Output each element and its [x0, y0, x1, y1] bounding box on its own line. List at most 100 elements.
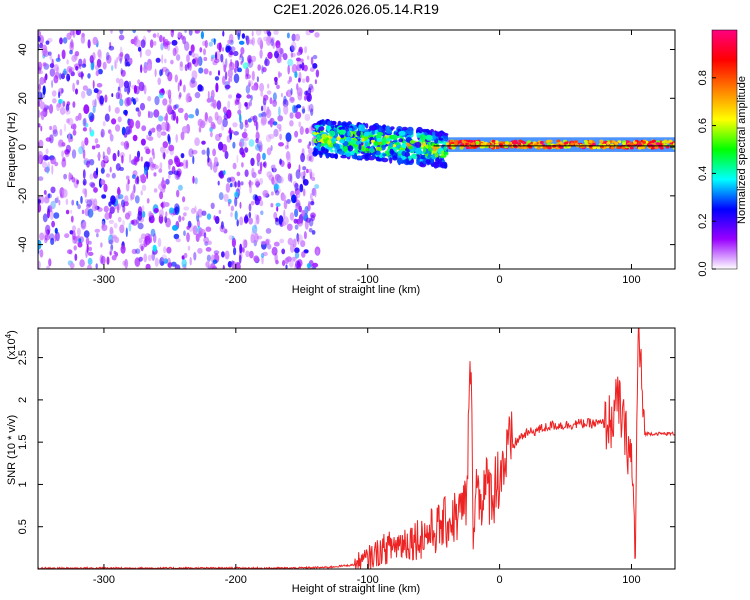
- spectrogram-cell: [327, 121, 332, 126]
- spectrogram-cell: [278, 142, 284, 147]
- spectrogram-cell: [310, 201, 315, 206]
- spectrogram-cell: [42, 53, 46, 59]
- spectrogram-cell: [139, 243, 145, 250]
- spectrogram-cell: [622, 142, 626, 146]
- spectrogram-y-tick-label: 20: [17, 92, 29, 104]
- spectrogram-cell: [291, 33, 296, 42]
- spectrogram-cell: [260, 118, 267, 127]
- spectrogram-cell: [249, 186, 253, 194]
- spectrogram-cell: [401, 126, 408, 131]
- spectrogram-cell: [245, 66, 250, 77]
- spectrogram-cell: [224, 84, 231, 90]
- spectrogram-cell: [330, 149, 334, 153]
- spectrogram-cell: [234, 181, 237, 188]
- spectrogram-cell: [270, 145, 273, 151]
- spectrogram-cell: [140, 64, 143, 73]
- spectrogram-cell: [175, 238, 181, 243]
- spectrogram-cell: [90, 182, 96, 189]
- spectrogram-cell: [294, 182, 299, 188]
- spectrogram-cell: [309, 192, 313, 201]
- spectrogram-cell: [196, 211, 200, 216]
- spectrogram-cell: [228, 94, 233, 99]
- spectrogram-cell: [250, 181, 253, 188]
- spectrogram-cell: [294, 203, 300, 210]
- spectrogram-cell: [435, 157, 440, 164]
- spectrogram-cell: [212, 259, 218, 265]
- spectrogram-cell: [51, 80, 54, 88]
- spectrogram-cell: [287, 58, 294, 67]
- spectrogram-cell: [97, 153, 101, 159]
- spectrogram-cell: [262, 251, 268, 257]
- spectrogram-cell: [84, 188, 88, 198]
- spectrogram-cell: [125, 182, 130, 192]
- spectrogram-cell: [213, 58, 220, 64]
- spectrogram-cell: [159, 162, 163, 169]
- spectrogram-cell: [511, 141, 516, 145]
- spectrogram-cell: [161, 54, 164, 64]
- spectrogram-cell: [248, 211, 252, 219]
- spectrogram-cell: [192, 175, 195, 184]
- spectrogram-cell: [236, 171, 241, 177]
- spectrogram-cell: [49, 233, 55, 241]
- spectrogram-cell: [655, 142, 660, 146]
- spectrogram-cell: [71, 149, 77, 159]
- spectrogram-cell: [118, 53, 123, 62]
- spectrogram-cell: [135, 120, 141, 129]
- spectrogram-cell: [292, 238, 297, 248]
- spectrogram-cell: [277, 115, 284, 122]
- colorbar-tick-label: 0.0: [697, 261, 709, 276]
- spectrogram-cell: [556, 139, 561, 143]
- spectrogram-cell: [212, 60, 218, 66]
- spectrogram-cell: [105, 51, 110, 61]
- spectrogram-cell: [356, 130, 361, 137]
- spectrogram-cell: [361, 138, 365, 142]
- spectrogram-cell: [87, 208, 94, 218]
- spectrogram-cell: [49, 54, 53, 61]
- spectrogram-cell: [188, 50, 193, 56]
- spectrogram-cell: [54, 233, 57, 242]
- spectrogram-cell: [78, 238, 82, 243]
- spectrogram-cell: [278, 57, 283, 64]
- spectrogram-cell: [165, 68, 170, 77]
- spectrogram-cell: [125, 126, 131, 135]
- spectrogram-cell: [53, 64, 59, 72]
- spectrogram-cell: [62, 100, 66, 107]
- spectrogram-cell: [79, 259, 85, 268]
- spectrogram-cell: [155, 57, 161, 63]
- spectrogram-cell: [179, 64, 184, 72]
- spectrogram-cell: [224, 250, 230, 260]
- spectrogram-cell: [102, 151, 105, 160]
- spectrogram-cell: [50, 159, 55, 165]
- spectrogram-cell: [307, 104, 310, 112]
- spectrogram-cell: [275, 217, 279, 222]
- spectrogram-cell: [49, 125, 52, 131]
- spectrogram-cell: [113, 222, 118, 229]
- spectrogram-cell: [149, 157, 153, 164]
- spectrogram-cell: [120, 141, 125, 146]
- spectrogram-cell: [86, 203, 91, 209]
- spectrogram-cell: [382, 153, 387, 157]
- spectrogram-cell: [306, 168, 309, 174]
- spectrogram-cell: [145, 49, 152, 57]
- spectrogram-cell: [213, 215, 216, 221]
- spectrogram-cell: [94, 228, 101, 233]
- spectrogram-cell: [357, 136, 361, 140]
- snr-x-label: Height of straight line (km): [292, 583, 420, 595]
- spectrogram-cell: [270, 203, 274, 208]
- spectrogram-cell: [302, 108, 306, 114]
- spectrogram-cell: [469, 139, 474, 143]
- spectrogram-cell: [267, 51, 273, 60]
- spectrogram-cell: [194, 177, 198, 185]
- spectrogram-y-tick-label: -40: [17, 237, 29, 253]
- spectrogram-cell: [172, 111, 177, 121]
- spectrogram-cell: [306, 263, 311, 269]
- spectrogram-cell: [56, 66, 60, 75]
- spectrogram-cell: [559, 145, 564, 149]
- spectrogram-cell: [40, 125, 43, 132]
- spectrogram-cell: [175, 54, 181, 61]
- spectrogram-cell: [114, 107, 120, 114]
- spectrogram-cell: [312, 262, 319, 268]
- spectrogram-cell: [137, 109, 142, 118]
- spectrogram-cell: [78, 58, 83, 67]
- spectrogram-cell: [440, 150, 445, 157]
